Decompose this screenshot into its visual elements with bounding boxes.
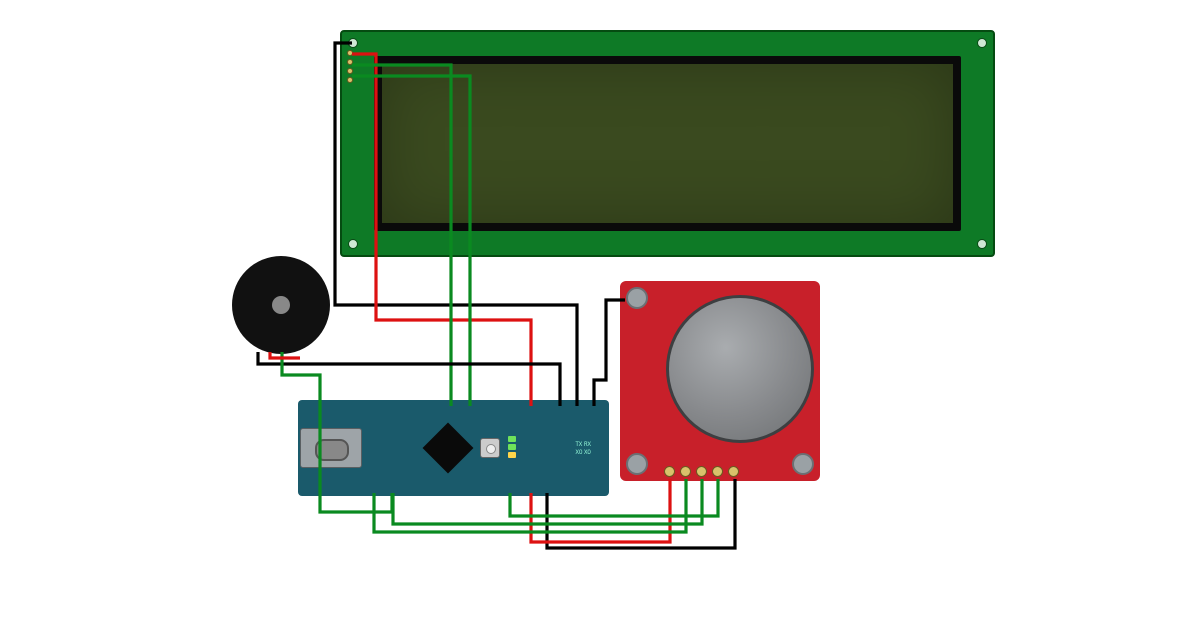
lcd-i2c-pins: 1 <box>347 40 355 86</box>
nano-silk: TX RXX0 X0 <box>576 440 592 456</box>
buzzer <box>232 256 330 354</box>
nano-pins-top <box>308 405 599 417</box>
nano-led-2 <box>508 444 516 450</box>
lcd-screen <box>374 56 961 231</box>
nano-mcu-chip <box>423 423 474 474</box>
joystick-module <box>620 281 820 481</box>
joystick-pins <box>664 466 739 477</box>
nano-pins-bot <box>308 479 599 491</box>
joystick-cap <box>666 295 814 443</box>
arduino-nano: TX RXX0 X0 <box>298 400 609 496</box>
nano-pwr-led <box>508 436 516 442</box>
lcd-module <box>340 30 995 257</box>
nano-reset-button <box>480 438 500 458</box>
nano-usb-port <box>300 428 362 468</box>
nano-tx-led <box>508 452 516 458</box>
